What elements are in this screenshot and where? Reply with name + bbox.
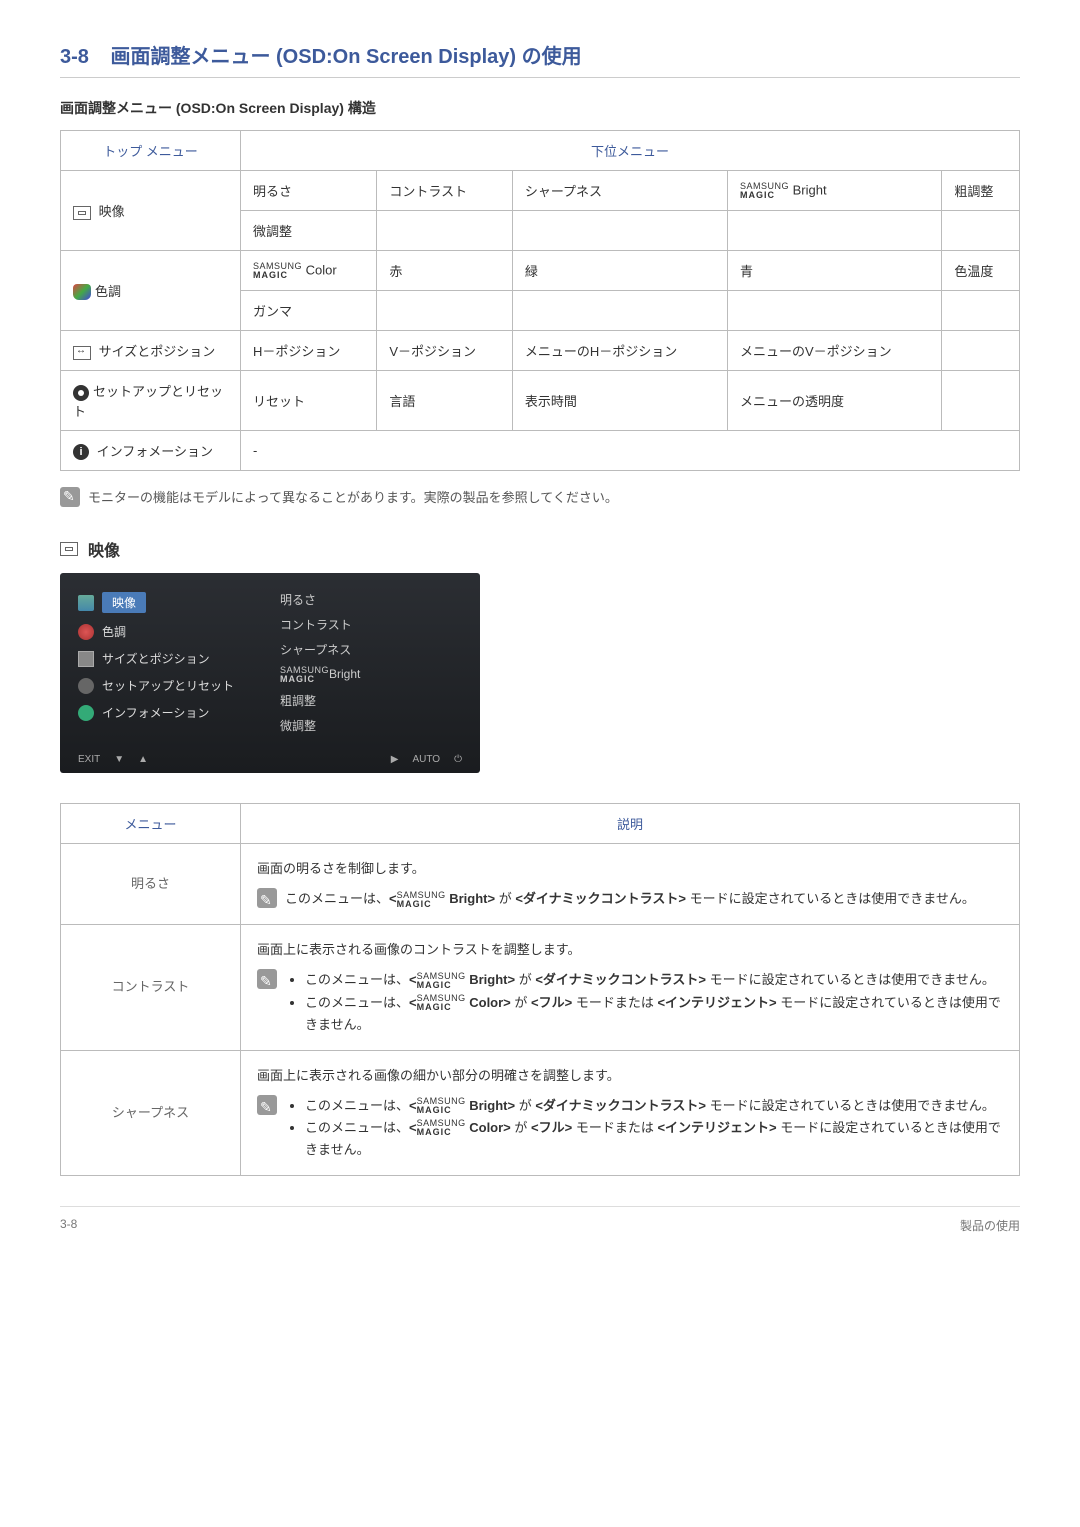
info-icon (78, 705, 94, 721)
table-row: セットアップとリセット リセット 言語 表示時間 メニューの透明度 (61, 371, 1020, 431)
note-icon (257, 1095, 277, 1115)
picture-icon (60, 542, 78, 556)
table-row: コントラスト 画面上に表示される画像のコントラストを調整します。 このメニューは… (61, 925, 1020, 1050)
note: モニターの機能はモデルによって異なることがあります。実際の製品を参照してください… (60, 487, 1020, 507)
description-table: メニュー 説明 明るさ 画面の明るさを制御します。 このメニューは、<SAMSU… (60, 803, 1020, 1176)
structure-subtitle: 画面調整メニュー (OSD:On Screen Display) 構造 (60, 98, 1020, 118)
section-number: 3-8 (60, 46, 89, 68)
magic-logo: SAMSUNGMAGIC (253, 262, 302, 280)
picture-icon (73, 206, 91, 220)
table-row: i インフォメーション - (61, 430, 1020, 471)
table-row: 色調 SAMSUNGMAGIC Color 赤 緑 青 色温度 (61, 251, 1020, 291)
magic-logo: SAMSUNGMAGIC (740, 182, 789, 200)
picture-icon (78, 595, 94, 611)
th-desc: 説明 (241, 804, 1020, 844)
table-row: サイズとポジション H－ポジション V－ポジション メニューのH－ポジション メ… (61, 331, 1020, 371)
picture-heading: 映像 (60, 537, 1020, 561)
osd-screenshot: 映像 色調 サイズとポジション セットアップとリセット インフォメーション 明る… (60, 573, 480, 773)
size-icon (78, 651, 94, 667)
table-row: シャープネス 画面上に表示される画像の細かい部分の明確さを調整します。 このメニ… (61, 1050, 1020, 1175)
th-top-menu: トップ メニュー (61, 131, 241, 171)
footer-left: 3-8 (60, 1217, 77, 1234)
color-icon (73, 284, 91, 300)
th-menu: メニュー (61, 804, 241, 844)
table-row: 映像 明るさ コントラスト シャープネス SAMSUNGMAGIC Bright… (61, 171, 1020, 211)
magic-logo: SAMSUNGMAGIC (280, 666, 329, 684)
note-icon (257, 888, 277, 908)
footer-right: 製品の使用 (960, 1217, 1020, 1234)
gear-icon (78, 678, 94, 694)
page-footer: 3-8 製品の使用 (60, 1206, 1020, 1234)
section-title-text: 画面調整メニュー (OSD:On Screen Display) の使用 (110, 46, 581, 68)
size-icon (73, 346, 91, 360)
table-row: 明るさ 画面の明るさを制御します。 このメニューは、<SAMSUNGMAGIC … (61, 844, 1020, 925)
note-icon (60, 487, 80, 507)
info-icon: i (73, 444, 89, 460)
note-text: モニターの機能はモデルによって異なることがあります。実際の製品を参照してください… (88, 487, 618, 506)
section-title: 3-8 画面調整メニュー (OSD:On Screen Display) の使用 (60, 40, 1020, 78)
osd-structure-table: トップ メニュー 下位メニュー 映像 明るさ コントラスト シャープネス SAM… (60, 130, 1020, 471)
color-icon (78, 624, 94, 640)
th-sub-menu: 下位メニュー (241, 131, 1020, 171)
gear-icon (73, 385, 89, 401)
note-icon (257, 969, 277, 989)
